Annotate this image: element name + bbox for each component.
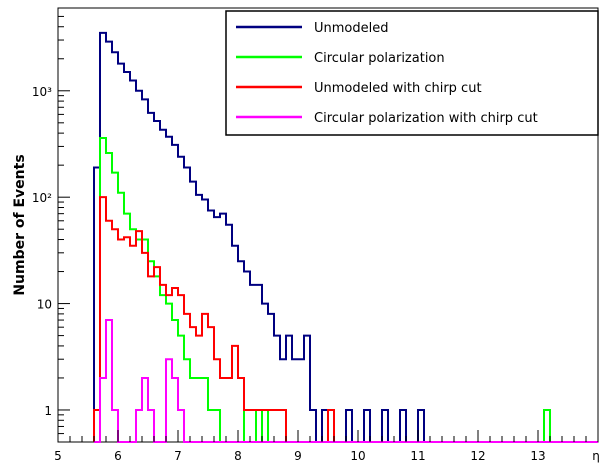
- y-axis-title: Number of Events: [12, 154, 28, 295]
- x-axis-title: η: [592, 449, 600, 463]
- y-tick-label: 10³: [32, 85, 52, 99]
- series-layer: [93, 31, 598, 443]
- legend-label-unmodeled: Unmodeled: [314, 21, 388, 36]
- y-tick-label: 10²: [32, 191, 52, 205]
- y-tick-label: 10: [37, 298, 52, 312]
- legend-box: [225, 10, 599, 136]
- legend: Unmodeled Circular polarization Unmodele…: [225, 10, 599, 136]
- series-circular-chirp: [94, 319, 598, 443]
- series-circular: [93, 136, 598, 443]
- x-tick-label: 12: [470, 449, 485, 463]
- legend-label-unmodeled-chirp: Unmodeled with chirp cut: [314, 81, 482, 96]
- x-tick-label: 6: [114, 449, 122, 463]
- axis-layer: 5 6 7 8 9 10 11 12 13 1 10 10² 10³: [32, 7, 599, 463]
- x-tick-label: 11: [410, 449, 425, 463]
- x-tick-label: 8: [234, 449, 242, 463]
- x-tick-label: 5: [54, 449, 62, 463]
- x-tick-label: 13: [530, 449, 545, 463]
- series-unmodeled-chirp: [93, 196, 598, 443]
- y-tick-label: 1: [44, 404, 52, 418]
- legend-label-circular: Circular polarization: [314, 51, 445, 66]
- x-tick-label: 9: [294, 449, 302, 463]
- x-tick-label: 7: [174, 449, 182, 463]
- legend-label-circular-chirp: Circular polarization with chirp cut: [314, 111, 538, 126]
- x-tick-label: 10: [350, 449, 365, 463]
